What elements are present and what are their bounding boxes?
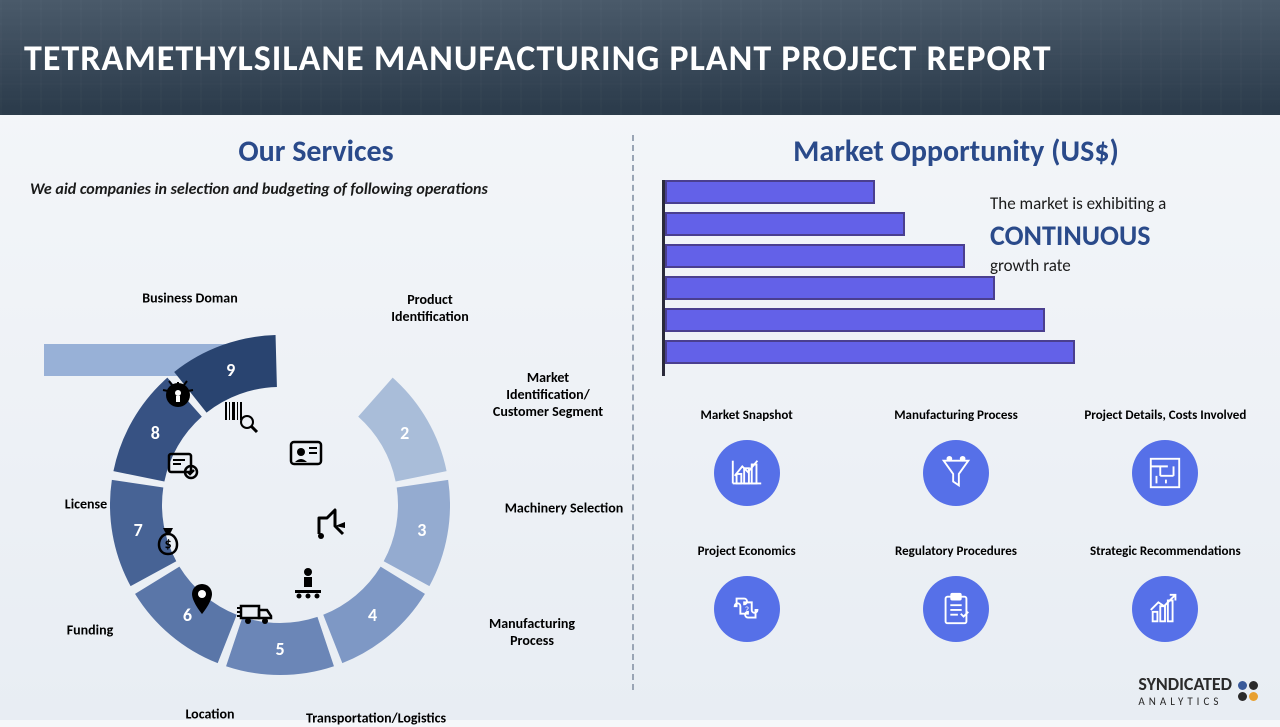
wheel-num-2: 2 [390,418,420,448]
clipboard-icon [923,576,989,642]
wheel-label-2: Product Identification [370,292,490,326]
feature-maze: Project Details, Costs Involved [1081,400,1250,506]
maze-icon [1132,440,1198,506]
brand-logo: SYNDICATED ANALYTICS [1138,673,1258,708]
brain-icon [157,376,199,418]
barcode-icon [219,394,261,436]
feature-funnel: Manufacturing Process [871,400,1040,506]
cert-icon [161,444,203,486]
market-panel: Market Opportunity (US$) The market is e… [632,115,1280,720]
wheel-label-9: License [26,497,146,514]
logo-dots [1238,681,1258,701]
robot-icon [311,502,353,544]
feature-label: Project Economics [662,536,831,568]
market-bar-2 [665,212,905,236]
wheel-label-4: Machinery Selection [504,501,624,518]
feature-clipboard: Regulatory Procedures [871,536,1040,642]
market-bar-6 [665,340,1075,364]
market-bar-3 [665,244,965,268]
market-barchart [662,180,1250,376]
page-title: TETRAMETHYLSILANE MANUFACTURING PLANT PR… [24,36,1052,80]
chart-icon [714,440,780,506]
wheel-label-8: Funding [30,623,150,640]
wheel-label-3: Market Identification/ Customer Segment [488,370,608,420]
wheel-num-3: 3 [407,515,437,545]
feature-grid: Market Snapshot Manufacturing Process Pr… [662,400,1250,642]
market-title: Market Opportunity (US$) [662,133,1250,170]
worker-icon [287,562,329,604]
svg-text:$: $ [164,535,171,552]
wheel-label-1: Business Doman [130,291,250,308]
truck-icon [235,592,277,634]
feature-growth: Strategic Recommendations [1081,536,1250,642]
market-bar-5 [665,308,1045,332]
services-wheel: 2Product Identification3Market Identific… [110,335,450,675]
feature-label: Project Details, Costs Involved [1081,400,1250,432]
services-subtitle: We aid companies in selection and budget… [30,180,602,199]
funnel-icon [923,440,989,506]
logo-brand: SYNDICATED [1138,673,1232,695]
idcard-icon [285,432,327,474]
header-banner: TETRAMETHYLSILANE MANUFACTURING PLANT PR… [0,0,1280,115]
market-bar-1 [665,180,875,204]
services-panel: Our Services We aid companies in selecti… [0,115,632,720]
moneybag-icon: $ [147,518,189,560]
wheel-num-9: 9 [216,355,246,385]
logo-sub: ANALYTICS [1138,695,1232,708]
wheel-num-4: 4 [358,600,388,630]
services-title: Our Services [30,133,602,170]
wheel-label-6: Transportation/Logistics [306,711,426,727]
feature-chart: Market Snapshot [662,400,831,506]
wheel-label-7: Location [150,707,270,724]
svg-text:?: ? [744,604,748,616]
pin-icon [181,578,223,620]
market-bar-4 [665,276,995,300]
growth-icon [1132,576,1198,642]
feature-label: Strategic Recommendations [1081,536,1250,568]
feature-puzzle: Project Economics ? [662,536,831,642]
feature-label: Market Snapshot [662,400,831,432]
wheel-label-5: Manufacturing Process [472,616,592,650]
puzzle-icon: ? [714,576,780,642]
feature-label: Manufacturing Process [871,400,1040,432]
feature-label: Regulatory Procedures [871,536,1040,568]
wheel-num-5: 5 [265,634,295,664]
